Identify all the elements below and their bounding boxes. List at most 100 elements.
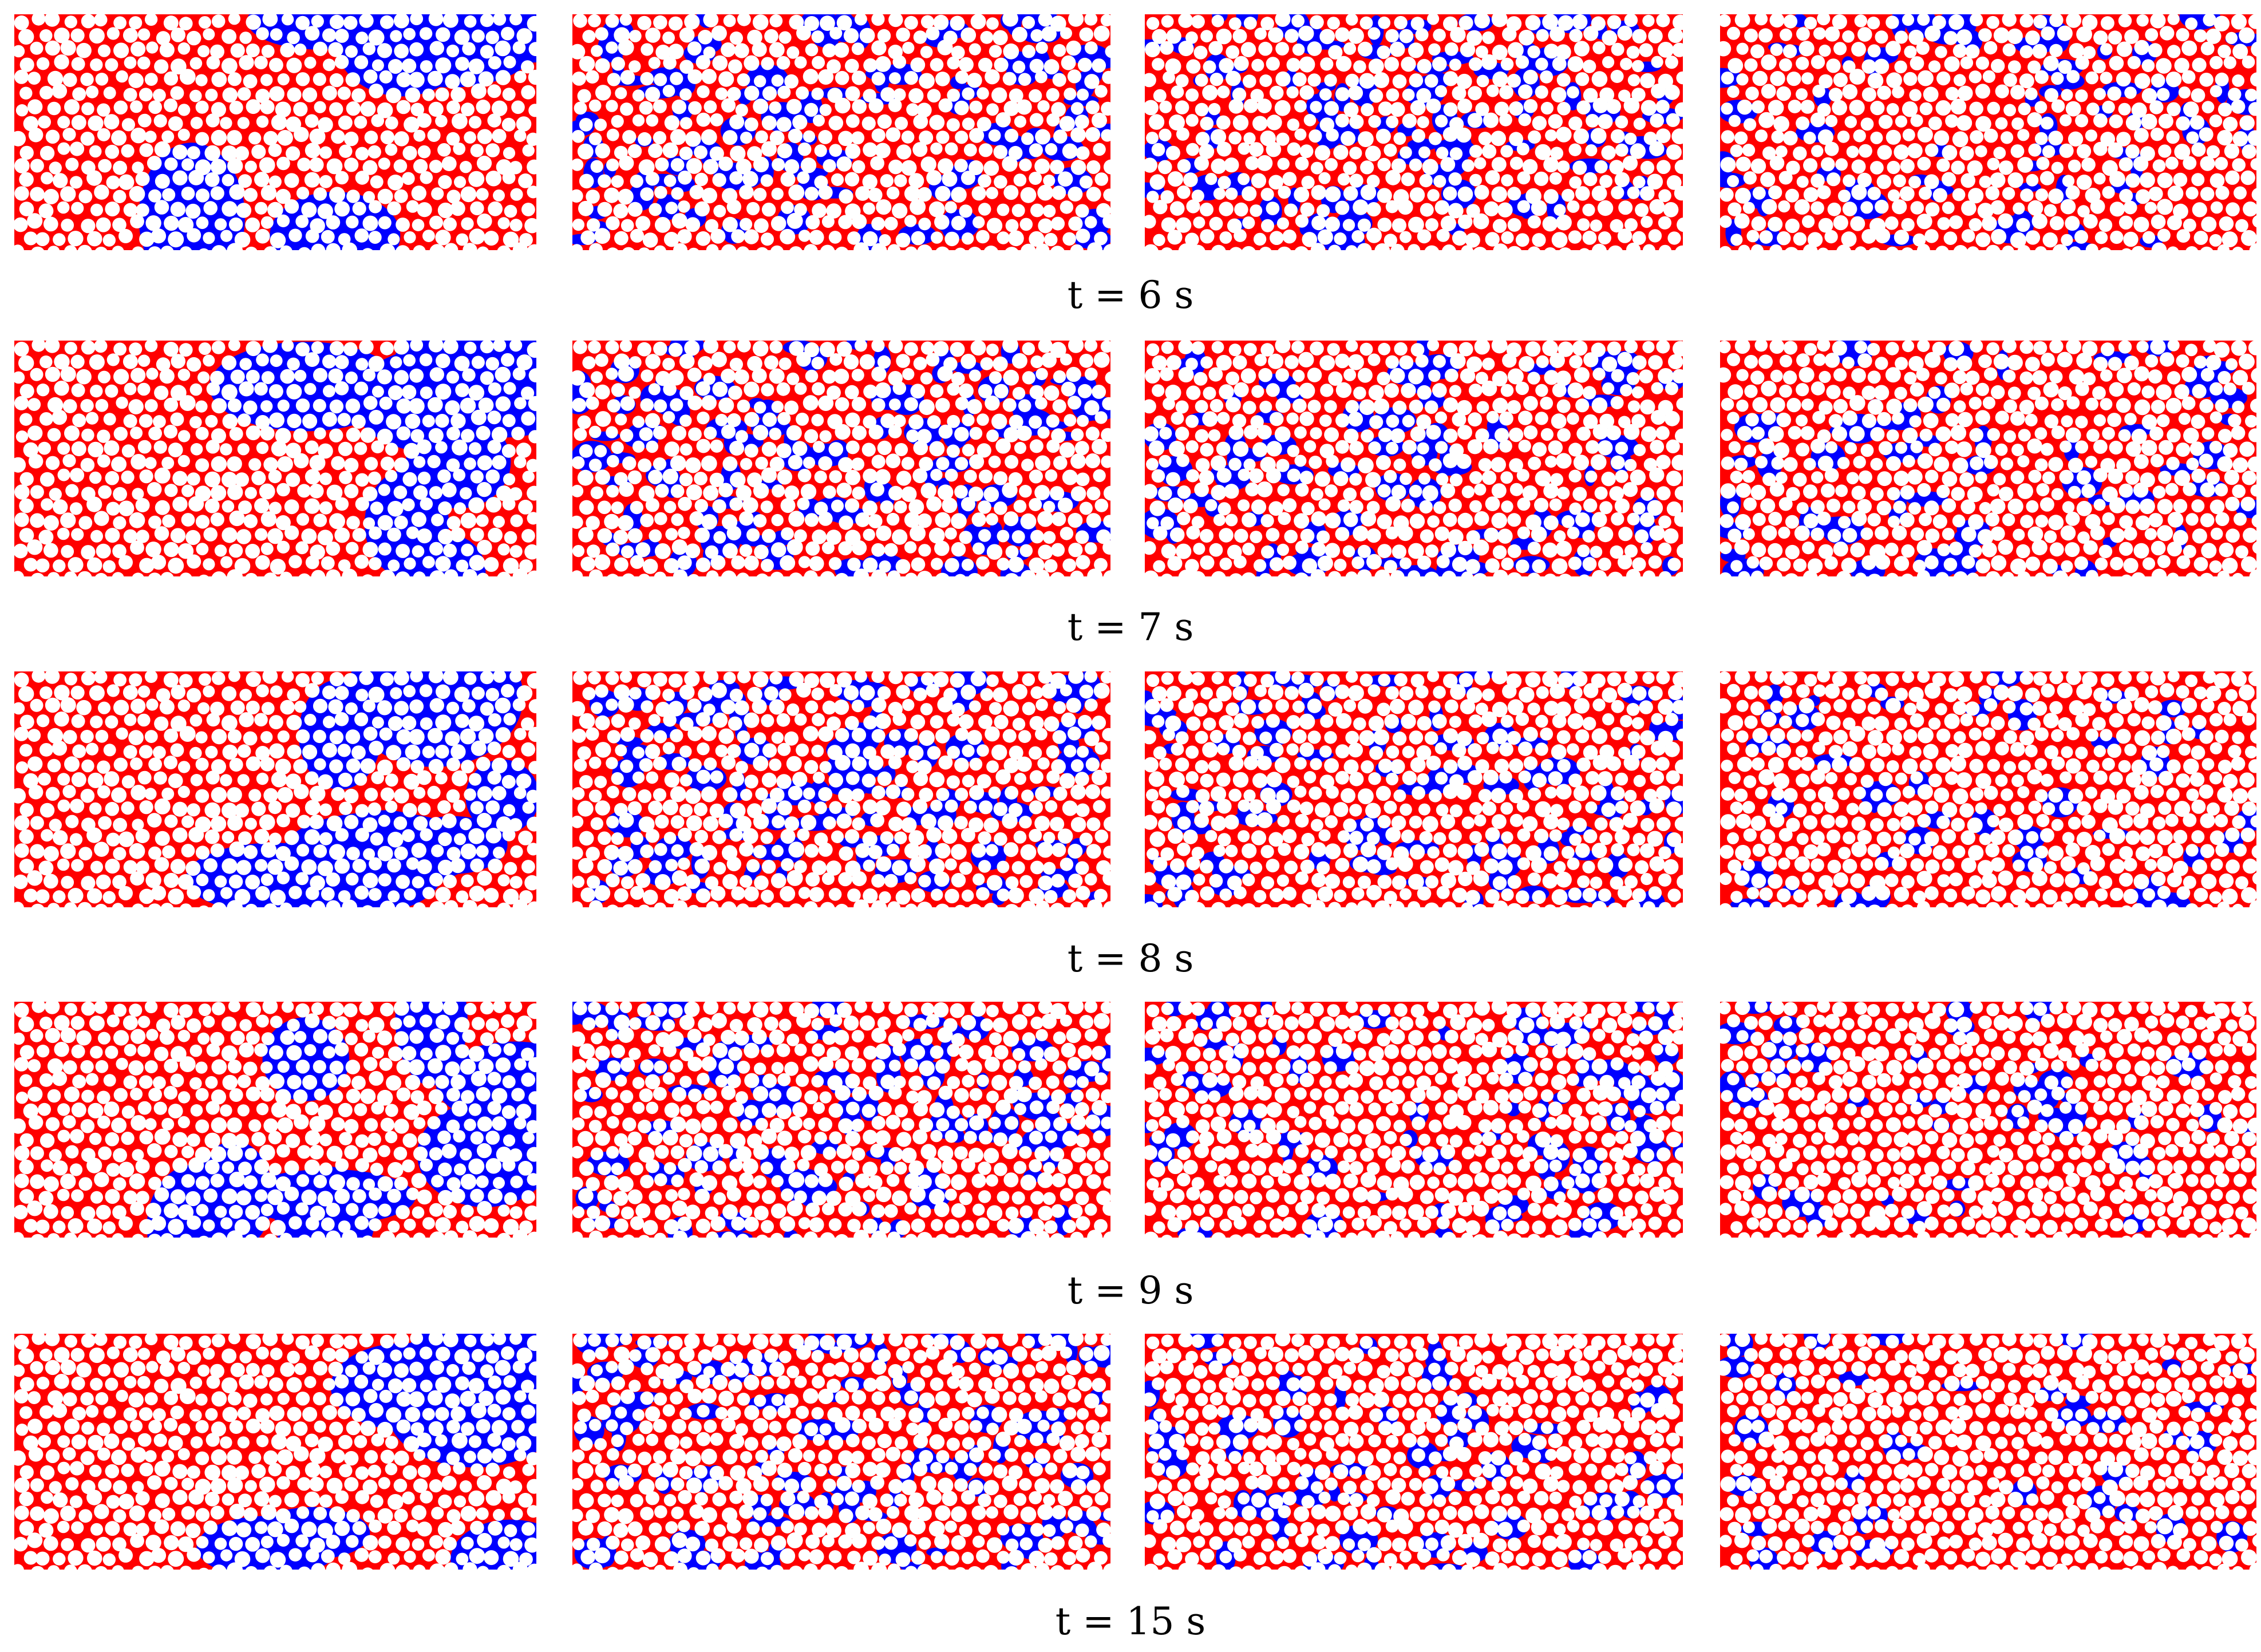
grain <box>1420 203 1434 217</box>
grain <box>734 43 749 58</box>
grain <box>1525 15 1541 31</box>
grain <box>1860 444 1874 457</box>
grain <box>1622 156 1638 171</box>
grain <box>1818 218 1833 233</box>
grain <box>752 42 767 57</box>
grain <box>637 15 651 30</box>
grain <box>2151 73 2165 88</box>
grain <box>1051 216 1065 231</box>
grain <box>409 368 424 383</box>
grain <box>1242 543 1255 556</box>
grain <box>818 69 834 85</box>
grain <box>648 469 663 484</box>
grain <box>2191 142 2206 157</box>
grain <box>1878 114 1893 129</box>
grain <box>606 216 620 231</box>
grain <box>1002 341 1018 353</box>
grain <box>1793 558 1807 572</box>
grain <box>70 28 85 42</box>
grain <box>1925 469 1939 483</box>
grain <box>1923 413 1939 429</box>
grain <box>461 102 475 117</box>
grain <box>588 425 602 438</box>
grain <box>839 515 853 530</box>
grain <box>86 231 102 247</box>
grain <box>164 157 178 171</box>
grain <box>1902 101 1918 117</box>
grain <box>428 671 444 683</box>
grain <box>2239 353 2255 370</box>
grain <box>607 399 621 413</box>
grain <box>1568 230 1582 244</box>
grain <box>2144 528 2157 540</box>
grain <box>57 468 70 481</box>
grain <box>1226 45 1240 59</box>
grain <box>1200 30 1213 43</box>
grain <box>1550 353 1565 368</box>
grain <box>362 42 375 56</box>
grain <box>1440 215 1456 231</box>
grain <box>1443 102 1458 117</box>
grain <box>935 246 949 250</box>
grain <box>1773 116 1789 132</box>
grain <box>460 487 472 500</box>
grain <box>351 414 366 429</box>
grain <box>130 426 143 440</box>
grain <box>703 341 719 354</box>
grain <box>1952 457 1969 474</box>
grain <box>919 131 934 145</box>
grain <box>1147 517 1159 529</box>
grain <box>1761 525 1777 541</box>
grain <box>861 116 876 131</box>
grain <box>377 102 393 118</box>
grain <box>1886 103 1899 116</box>
grain <box>362 369 375 382</box>
grain <box>14 457 26 473</box>
grain <box>1982 70 1995 83</box>
grain <box>852 99 867 114</box>
grain <box>1901 544 1915 558</box>
grain <box>1243 401 1256 414</box>
grain <box>230 369 245 384</box>
grain <box>456 233 469 246</box>
grain <box>405 87 421 103</box>
grain <box>1775 472 1788 484</box>
grain <box>1440 542 1456 558</box>
grain <box>154 385 169 400</box>
grain <box>1516 143 1529 156</box>
grain <box>1569 176 1582 189</box>
grain <box>920 372 933 385</box>
grain <box>1367 27 1381 40</box>
grain <box>104 114 120 130</box>
grain <box>1086 160 1101 174</box>
grain <box>2189 115 2205 130</box>
grain <box>1671 455 1683 471</box>
grain <box>800 157 817 173</box>
grain <box>271 440 287 457</box>
grain <box>586 189 600 204</box>
grain <box>1728 58 1744 74</box>
grain <box>112 218 127 232</box>
grain <box>334 29 349 43</box>
grain <box>378 484 390 496</box>
grain <box>294 127 309 143</box>
grain <box>2116 458 2131 473</box>
grain <box>2003 399 2017 413</box>
grain <box>1851 184 1867 200</box>
grain <box>930 384 944 398</box>
grain <box>1275 71 1291 87</box>
grain <box>2193 557 2208 571</box>
grain <box>814 144 827 157</box>
grain <box>1569 355 1583 369</box>
grain <box>1005 545 1019 559</box>
grain <box>477 572 489 576</box>
grain <box>2217 244 2230 250</box>
grain <box>929 441 945 457</box>
grain <box>255 228 270 244</box>
grain <box>1982 542 1997 558</box>
grain <box>198 342 211 355</box>
grain <box>1819 370 1831 384</box>
grain <box>2083 540 2098 555</box>
grain <box>1019 159 1032 172</box>
grain <box>2235 545 2248 559</box>
